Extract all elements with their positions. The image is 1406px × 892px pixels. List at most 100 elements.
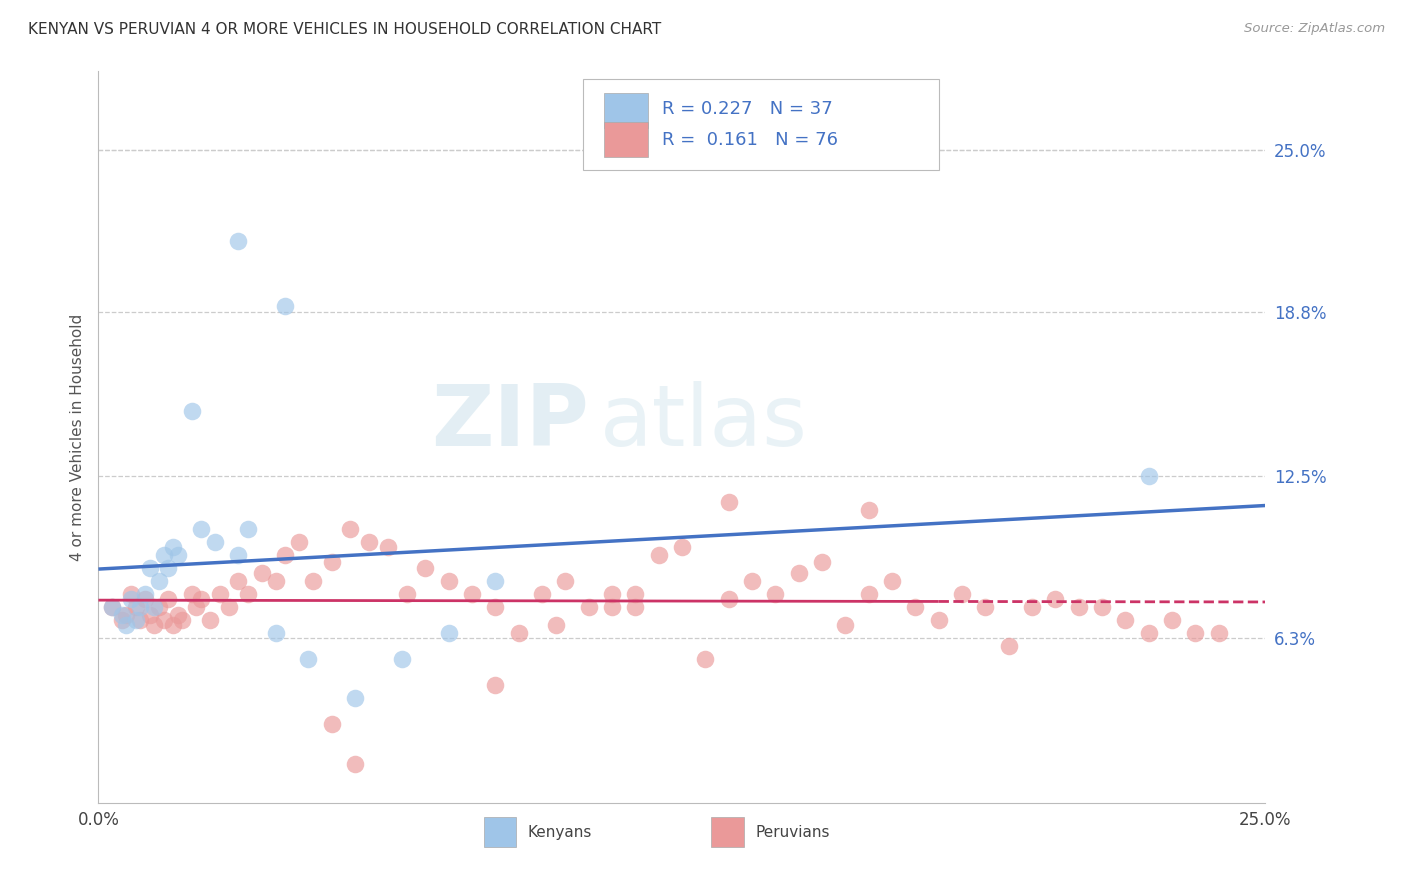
Point — [600, 587, 623, 601]
Point — [741, 574, 763, 588]
Text: Peruvians: Peruvians — [755, 824, 830, 839]
Point — [157, 592, 180, 607]
Point — [1208, 626, 1230, 640]
Point — [129, 613, 152, 627]
Point — [1137, 626, 1160, 640]
Text: Source: ZipAtlas.com: Source: ZipAtlas.com — [1244, 22, 1385, 36]
Bar — [603, 122, 648, 157]
Point — [321, 556, 343, 570]
Point — [344, 756, 367, 771]
Point — [250, 566, 273, 580]
Point — [763, 587, 786, 601]
Point — [1114, 613, 1136, 627]
Point — [274, 548, 297, 562]
Point — [1091, 599, 1114, 614]
Point — [101, 599, 124, 614]
Point — [858, 503, 880, 517]
Bar — [711, 817, 744, 847]
Point — [120, 592, 142, 607]
Point — [671, 540, 693, 554]
Point — [391, 652, 413, 666]
Point — [437, 626, 460, 640]
Point — [344, 691, 367, 706]
Point — [152, 613, 174, 627]
Point — [208, 587, 231, 601]
Point — [264, 626, 287, 640]
Point — [904, 599, 927, 614]
Point — [1045, 592, 1067, 607]
Point — [950, 587, 973, 601]
Point — [120, 587, 142, 601]
Point — [204, 534, 226, 549]
Text: atlas: atlas — [600, 381, 808, 464]
Point — [228, 574, 250, 588]
Point — [200, 613, 222, 627]
Point — [811, 556, 834, 570]
Point — [437, 574, 460, 588]
Point — [554, 574, 576, 588]
Point — [162, 540, 184, 554]
Point — [600, 599, 623, 614]
Point — [129, 599, 152, 614]
Bar — [603, 93, 648, 128]
Point — [717, 495, 740, 509]
Point — [139, 560, 162, 574]
Point — [228, 234, 250, 248]
Text: R = 0.227   N = 37: R = 0.227 N = 37 — [662, 100, 832, 118]
Point — [787, 566, 810, 580]
Point — [530, 587, 553, 601]
Point — [166, 607, 188, 622]
Point — [190, 592, 212, 607]
Point — [1021, 599, 1043, 614]
Point — [134, 587, 156, 601]
FancyBboxPatch shape — [582, 78, 939, 170]
Point — [143, 599, 166, 614]
Point — [302, 574, 325, 588]
Bar — [484, 817, 516, 847]
Point — [624, 587, 647, 601]
Point — [264, 574, 287, 588]
Point — [274, 300, 297, 314]
Point — [484, 599, 506, 614]
Point — [180, 587, 202, 601]
Point — [1067, 599, 1090, 614]
Point — [288, 534, 311, 549]
Point — [928, 613, 950, 627]
Point — [134, 592, 156, 607]
Point — [236, 521, 259, 535]
Point — [111, 607, 134, 622]
Point — [148, 574, 170, 588]
Point — [186, 599, 208, 614]
Point — [236, 587, 259, 601]
Point — [111, 613, 134, 627]
Point — [624, 599, 647, 614]
Point — [115, 618, 138, 632]
Point — [148, 599, 170, 614]
Point — [695, 652, 717, 666]
Point — [139, 607, 162, 622]
Point — [101, 599, 124, 614]
Point — [162, 618, 184, 632]
Point — [359, 534, 381, 549]
Point — [544, 618, 567, 632]
Point — [190, 521, 212, 535]
Point — [166, 548, 188, 562]
Point — [321, 717, 343, 731]
Point — [339, 521, 361, 535]
Point — [484, 678, 506, 692]
Point — [413, 560, 436, 574]
Text: ZIP: ZIP — [430, 381, 589, 464]
Point — [834, 618, 856, 632]
Point — [647, 548, 669, 562]
Point — [508, 626, 530, 640]
Point — [172, 613, 194, 627]
Point — [395, 587, 418, 601]
Point — [125, 599, 148, 614]
Point — [228, 548, 250, 562]
Text: KENYAN VS PERUVIAN 4 OR MORE VEHICLES IN HOUSEHOLD CORRELATION CHART: KENYAN VS PERUVIAN 4 OR MORE VEHICLES IN… — [28, 22, 661, 37]
Point — [152, 548, 174, 562]
Point — [717, 592, 740, 607]
Point — [484, 574, 506, 588]
Point — [143, 618, 166, 632]
Point — [858, 587, 880, 601]
